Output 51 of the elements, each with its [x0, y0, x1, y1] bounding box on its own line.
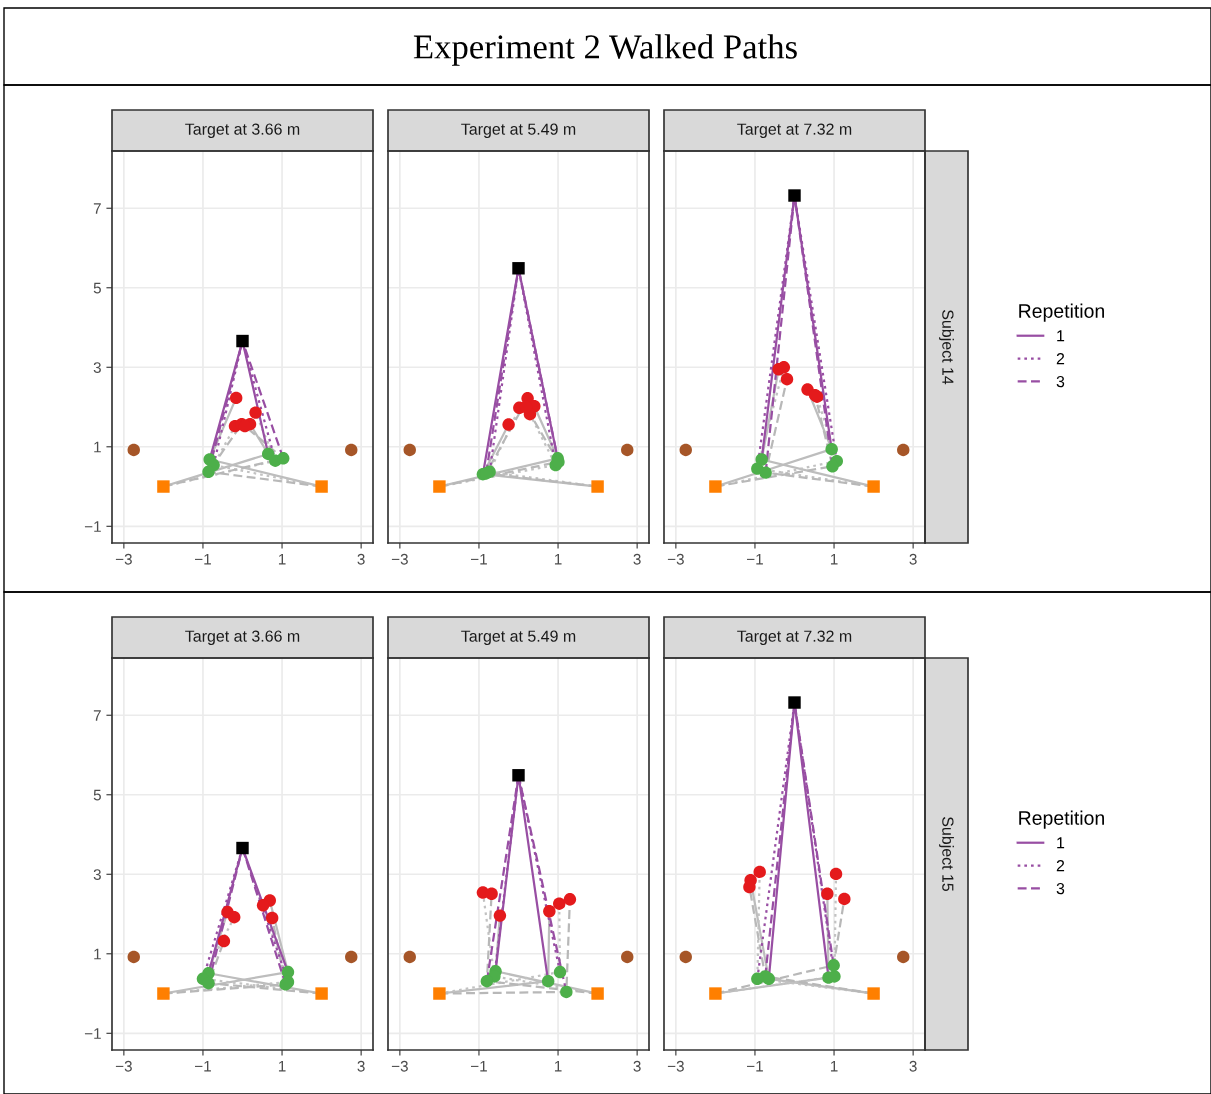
y2-axis-title: Subject 14: [939, 309, 954, 385]
x-tick-label: 3: [909, 1060, 917, 1072]
x-tick-label: 1: [278, 553, 286, 565]
x-tick-label: −3: [667, 1060, 684, 1072]
x-tick-label: 1: [830, 553, 838, 565]
x-tick-label: −1: [195, 553, 211, 565]
legend-label: 1: [1057, 837, 1065, 849]
legend-label: 3: [1056, 375, 1065, 388]
x-tick-label: −1: [471, 553, 487, 565]
x-tick-label: −3: [391, 1060, 408, 1072]
y-tick-label: −1: [84, 521, 101, 532]
chart-title: Target at 3.66 m: [185, 123, 300, 138]
x-tick-label: 1: [554, 553, 562, 565]
legend-label: 2: [1056, 353, 1065, 365]
legend-label: 3: [1056, 882, 1065, 895]
legend-label: 2: [1056, 860, 1065, 872]
x-tick-label: −1: [747, 1060, 763, 1072]
x-tick-label: −1: [747, 553, 763, 565]
x-tick-label: 1: [278, 1060, 286, 1072]
chart-title: Target at 3.66 m: [185, 630, 300, 645]
x-tick-label: 1: [830, 1060, 838, 1072]
x-tick-label: −3: [667, 553, 684, 565]
legend-title: Repetition: [1019, 303, 1104, 322]
x-tick-label: 3: [357, 553, 365, 565]
y-tick-label: 5: [93, 789, 101, 801]
x-tick-label: −3: [391, 553, 408, 565]
x-tick-label: −1: [195, 1060, 211, 1072]
chart-title: Target at 5.49 m: [461, 123, 576, 138]
y-tick-label: 3: [93, 362, 101, 373]
legend-label: 1: [1057, 330, 1065, 342]
y-tick-label: 7: [93, 203, 101, 214]
legend-title: Repetition: [1019, 810, 1104, 829]
chart-title: Target at 7.32 m: [737, 123, 852, 138]
y2-axis-title: Subject 15: [939, 816, 954, 892]
y-tick-label: 5: [93, 282, 101, 294]
text: Experiment 2 Walked Paths: [413, 34, 797, 66]
y-tick-label: 1: [94, 441, 101, 453]
chart-title: Target at 7.32 m: [737, 630, 852, 645]
x-tick-label: 3: [909, 553, 917, 565]
y-tick-label: 7: [93, 710, 101, 721]
y-tick-label: −1: [84, 1028, 101, 1039]
x-tick-label: 3: [633, 1060, 641, 1072]
chart-title: Target at 5.49 m: [461, 630, 576, 645]
x-tick-label: 1: [554, 1060, 562, 1072]
y-tick-label: 3: [93, 869, 101, 880]
x-tick-label: −1: [471, 1060, 487, 1072]
x-tick-label: 3: [357, 1060, 365, 1072]
x-tick-label: −3: [115, 553, 132, 565]
y-tick-label: 1: [94, 948, 101, 960]
x-tick-label: 3: [633, 553, 641, 565]
x-tick-label: −3: [115, 1060, 132, 1072]
